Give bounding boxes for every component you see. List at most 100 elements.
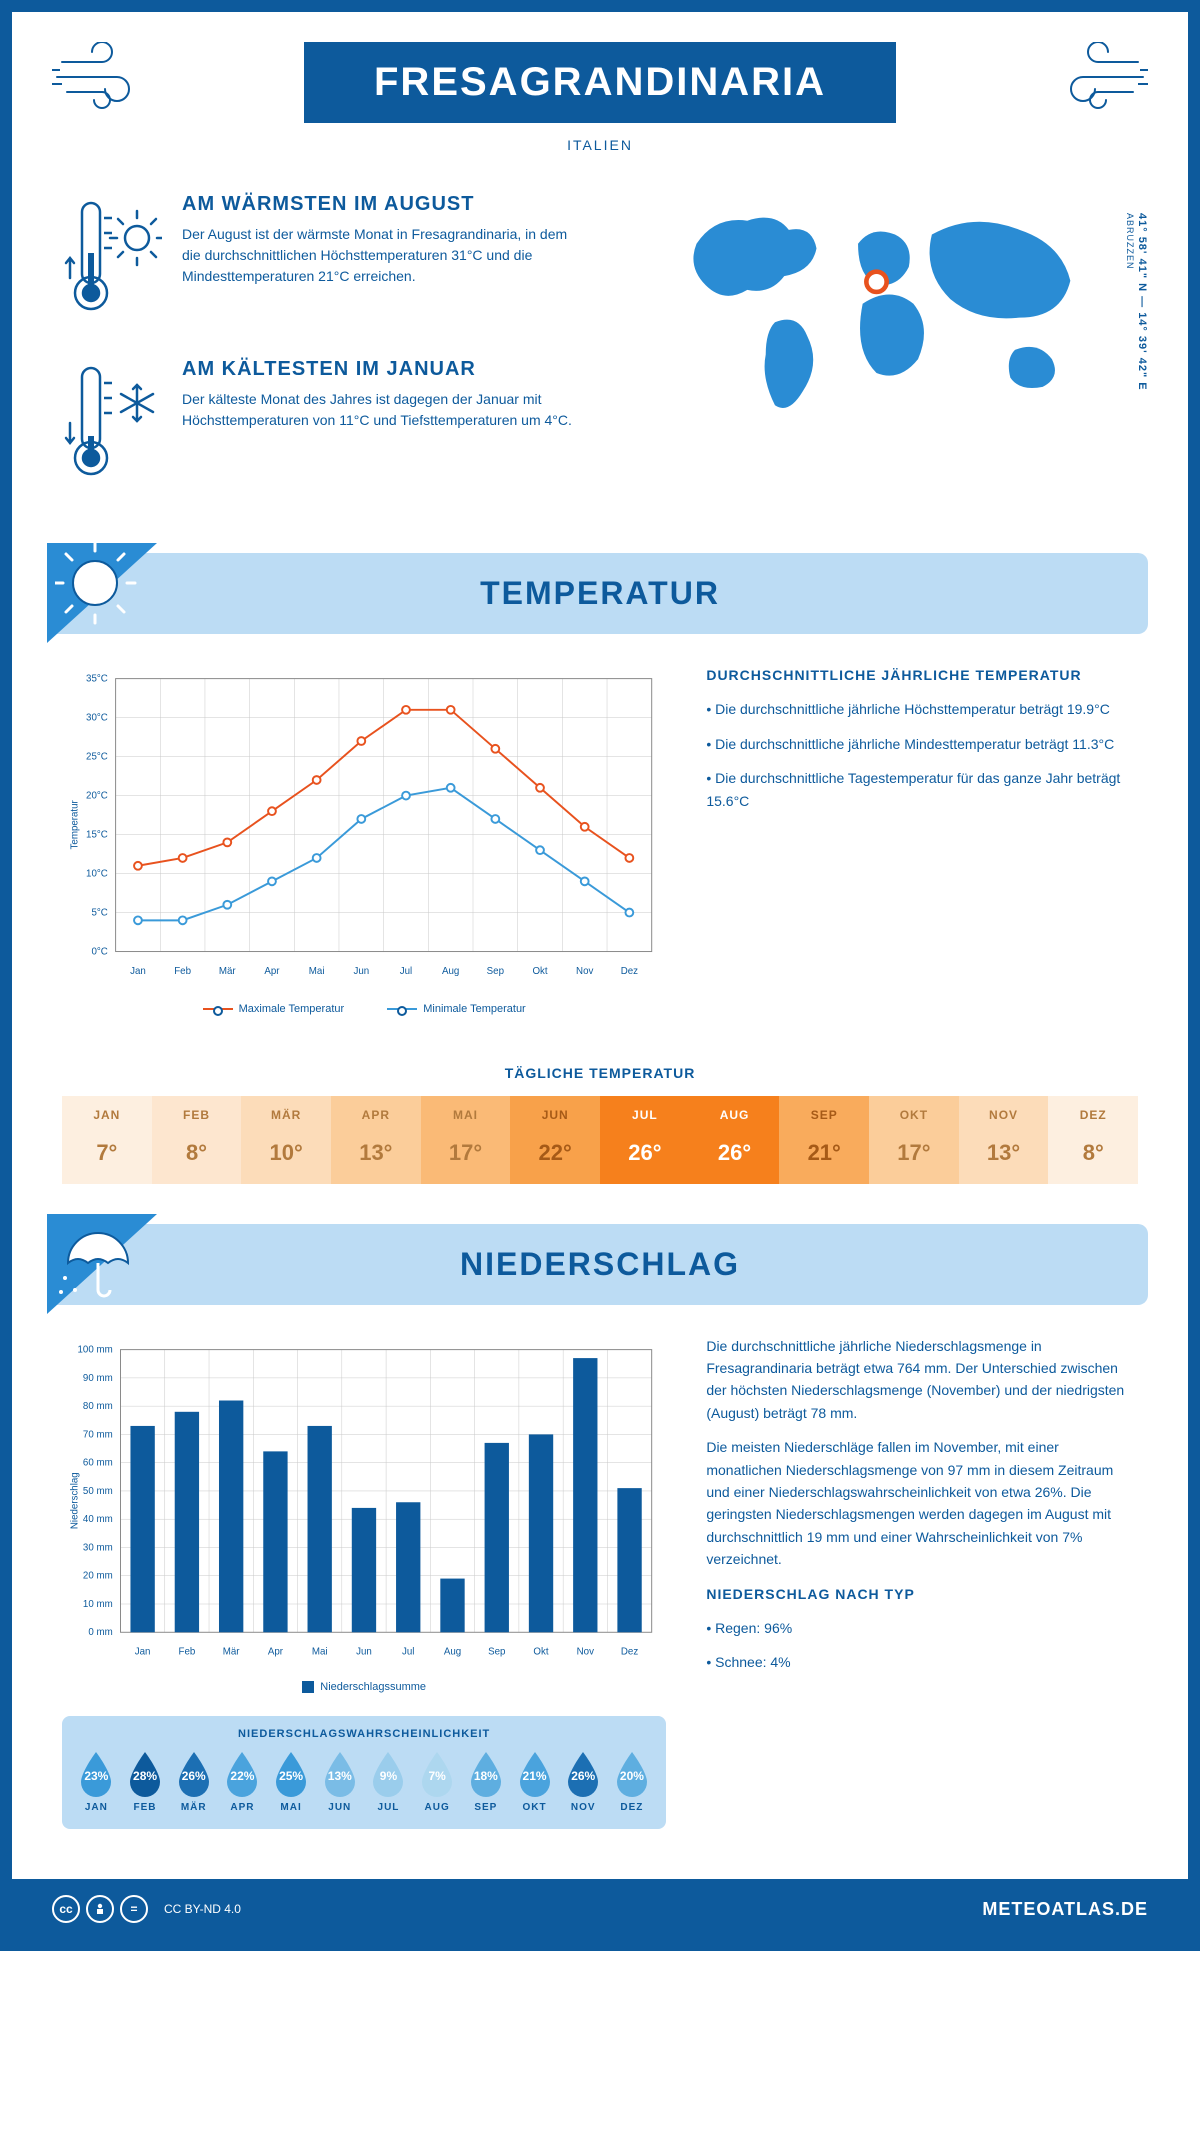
temp-summary-bullets: • Die durchschnittliche jährliche Höchst… (706, 698, 1138, 812)
svg-text:10 mm: 10 mm (83, 1599, 113, 1610)
precip-text-p1: Die durchschnittliche jährliche Niedersc… (706, 1335, 1138, 1425)
temp-bullet: • Die durchschnittliche jährliche Höchst… (706, 698, 1138, 720)
prob-cell: 13% JUN (315, 1750, 364, 1813)
fact-warm-body: Der August ist der wärmste Monat in Fres… (182, 224, 585, 287)
svg-text:60 mm: 60 mm (83, 1457, 113, 1468)
nd-icon: = (120, 1895, 148, 1923)
daily-temp-cell: APR13° (331, 1096, 421, 1184)
temperature-line-chart: 0°C5°C10°C15°C20°C25°C30°C35°CJanFebMärA… (62, 664, 666, 986)
precip-chart-legend: Niederschlagssumme (62, 1681, 666, 1696)
umbrella-icon (53, 1218, 143, 1308)
svg-text:50 mm: 50 mm (83, 1486, 113, 1497)
svg-text:Jan: Jan (130, 966, 146, 977)
svg-text:90 mm: 90 mm (83, 1372, 113, 1383)
prob-cell: 21% OKT (510, 1750, 559, 1813)
precip-type-title: NIEDERSCHLAG NACH TYP (706, 1583, 1138, 1605)
coordinates: 41° 58' 41" N — 14° 39' 42" E ABRUZZEN (1124, 213, 1148, 391)
thermometer-snow-icon (62, 358, 162, 493)
svg-text:20 mm: 20 mm (83, 1570, 113, 1581)
svg-text:35°C: 35°C (86, 674, 108, 685)
prob-cell: 28% FEB (121, 1750, 170, 1813)
daily-temp-cell: MÄR10° (241, 1096, 331, 1184)
footer-site: METEOATLAS.DE (982, 1899, 1148, 1920)
svg-text:5°C: 5°C (91, 907, 107, 918)
precip-type-bullet: • Schnee: 4% (706, 1651, 1138, 1673)
svg-text:Nov: Nov (577, 1646, 594, 1657)
fact-coldest: AM KÄLTESTEN IM JANUAR Der kälteste Mona… (62, 358, 585, 493)
svg-text:30°C: 30°C (86, 713, 108, 724)
svg-text:Nov: Nov (576, 966, 593, 977)
wind-icon (1038, 42, 1148, 117)
daily-temp-cell: DEZ8° (1048, 1096, 1138, 1184)
wind-icon (52, 42, 162, 117)
daily-temp-table: JAN7°FEB8°MÄR10°APR13°MAI17°JUN22°JUL26°… (62, 1096, 1138, 1184)
svg-text:Jun: Jun (356, 1646, 372, 1657)
daily-temp-cell: MAI17° (421, 1096, 511, 1184)
by-icon (86, 1895, 114, 1923)
svg-text:Temperatur: Temperatur (70, 799, 81, 849)
world-map (615, 193, 1138, 433)
svg-text:Aug: Aug (444, 1646, 461, 1657)
svg-text:Dez: Dez (621, 966, 638, 977)
svg-text:15°C: 15°C (86, 829, 108, 840)
svg-text:Jan: Jan (135, 1646, 151, 1657)
prob-cell: 22% APR (218, 1750, 267, 1813)
prob-cell: 20% DEZ (608, 1750, 657, 1813)
fact-cold-body: Der kälteste Monat des Jahres ist dagege… (182, 389, 585, 431)
temp-chart-legend: Maximale Temperatur Minimale Temperatur (62, 1001, 666, 1015)
precip-type-bullet: • Regen: 96% (706, 1617, 1138, 1639)
temp-bullet: • Die durchschnittliche jährliche Mindes… (706, 733, 1138, 755)
prob-cell: 25% MAI (267, 1750, 316, 1813)
svg-text:Jun: Jun (353, 966, 369, 977)
temp-summary-title: DURCHSCHNITTLICHE JÄHRLICHE TEMPERATUR (706, 664, 1138, 686)
prob-cell: 23% JAN (72, 1750, 121, 1813)
map-marker (866, 272, 886, 292)
svg-text:20°C: 20°C (86, 791, 108, 802)
header: FRESAGRANDINARIA ITALIEN (12, 12, 1188, 173)
svg-text:Sep: Sep (487, 966, 504, 977)
daily-temp-cell: JAN7° (62, 1096, 152, 1184)
daily-temp-cell: SEP21° (779, 1096, 869, 1184)
page-subtitle: ITALIEN (52, 137, 1148, 153)
svg-text:Mär: Mär (223, 1646, 241, 1657)
prob-cell: 26% NOV (559, 1750, 608, 1813)
prob-cell: 18% SEP (462, 1750, 511, 1813)
svg-text:Feb: Feb (174, 966, 191, 977)
svg-text:Okt: Okt (532, 966, 547, 977)
svg-text:0°C: 0°C (91, 946, 107, 957)
section-header-temperature: TEMPERATUR (52, 553, 1148, 634)
svg-text:Niederschlag: Niederschlag (70, 1472, 81, 1529)
svg-text:Feb: Feb (179, 1646, 196, 1657)
prob-cell: 7% AUG (413, 1750, 462, 1813)
daily-temp-cell: JUN22° (510, 1096, 600, 1184)
svg-text:70 mm: 70 mm (83, 1429, 113, 1440)
fact-warmest: AM WÄRMSTEN IM AUGUST Der August ist der… (62, 193, 585, 328)
svg-text:30 mm: 30 mm (83, 1542, 113, 1553)
fact-warm-title: AM WÄRMSTEN IM AUGUST (182, 193, 585, 216)
daily-temp-cell: JUL26° (600, 1096, 690, 1184)
cc-license: cc = CC BY-ND 4.0 (52, 1895, 241, 1923)
svg-text:Dez: Dez (621, 1646, 638, 1657)
svg-text:0 mm: 0 mm (88, 1627, 112, 1638)
svg-text:Apr: Apr (264, 966, 280, 977)
svg-text:Mär: Mär (219, 966, 237, 977)
footer: cc = CC BY-ND 4.0 METEOATLAS.DE (12, 1879, 1188, 1939)
daily-temp-cell: FEB8° (152, 1096, 242, 1184)
svg-text:80 mm: 80 mm (83, 1401, 113, 1412)
svg-text:Apr: Apr (268, 1646, 284, 1657)
svg-text:Aug: Aug (442, 966, 459, 977)
temp-bullet: • Die durchschnittliche Tagestemperatur … (706, 767, 1138, 812)
precip-bar-chart: 0 mm 10 mm 20 mm 30 mm 40 mm 50 mm 60 mm 70 mm 8… (62, 1335, 666, 1666)
daily-temp-title: TÄGLICHE TEMPERATUR (12, 1065, 1188, 1081)
daily-temp-cell: NOV13° (959, 1096, 1049, 1184)
svg-text:Okt: Okt (533, 1646, 548, 1657)
svg-text:10°C: 10°C (86, 868, 108, 879)
svg-text:40 mm: 40 mm (83, 1514, 113, 1525)
daily-temp-cell: AUG26° (690, 1096, 780, 1184)
svg-text:Sep: Sep (488, 1646, 505, 1657)
precip-text-p2: Die meisten Niederschläge fallen im Nove… (706, 1436, 1138, 1570)
sun-icon (55, 543, 145, 633)
svg-text:Mai: Mai (312, 1646, 328, 1657)
svg-text:Jul: Jul (400, 966, 412, 977)
daily-temp-cell: OKT17° (869, 1096, 959, 1184)
